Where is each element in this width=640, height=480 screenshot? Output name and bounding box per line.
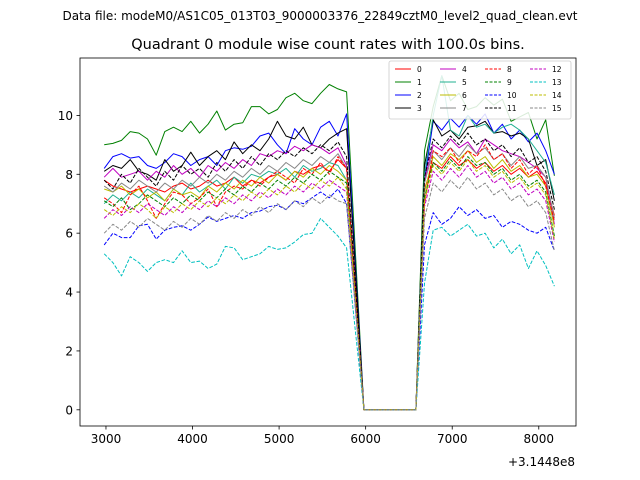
series-line-14 — [103, 159, 555, 411]
legend-label-1: 1 — [417, 78, 422, 87]
x-tick-label: 3000 — [91, 432, 122, 446]
x-tick-label: 5000 — [264, 432, 295, 446]
legend-label-12: 12 — [552, 65, 562, 74]
series-line-13 — [103, 217, 555, 411]
x-tick-label: 7000 — [437, 432, 468, 446]
legend-label-11: 11 — [507, 104, 517, 113]
x-tick-label: 4000 — [177, 432, 208, 446]
legend-label-8: 8 — [507, 65, 512, 74]
series-line-2 — [103, 113, 555, 411]
series-line-6 — [104, 150, 555, 411]
y-tick-label: 8 — [65, 168, 73, 182]
series-line-7 — [103, 144, 555, 411]
y-tick-label: 10 — [58, 109, 73, 123]
series-line-8 — [103, 144, 555, 411]
legend-label-9: 9 — [507, 78, 512, 87]
chart-title: Quadrant 0 module wise count rates with … — [131, 37, 525, 53]
legend-label-5: 5 — [462, 78, 467, 87]
legend-label-7: 7 — [462, 104, 467, 113]
y-tick-label: 0 — [65, 403, 73, 417]
series-line-11 — [103, 132, 555, 411]
series-line-12 — [103, 165, 555, 411]
x-tick-label: 6000 — [350, 432, 381, 446]
x-axis: 3000 4000 5000 6000 7000 8000 — [91, 426, 554, 446]
figure-suptitle: Data file: modeM0/AS1C05_013T03_90000033… — [62, 9, 577, 23]
y-tick-label: 4 — [65, 286, 73, 300]
series-line-15 — [103, 176, 555, 411]
series-line-3 — [103, 119, 555, 411]
x-tick-label: 8000 — [524, 432, 555, 446]
legend-label-10: 10 — [507, 91, 517, 100]
y-tick-label: 2 — [65, 344, 73, 358]
legend-label-14: 14 — [552, 91, 562, 100]
y-tick-label: 6 — [65, 227, 73, 241]
legend-label-4: 4 — [462, 65, 467, 74]
series-line-9 — [103, 156, 555, 411]
y-axis: 0 2 4 6 8 10 — [58, 109, 80, 417]
x-offset-label: +3.1448e8 — [508, 455, 575, 469]
series-line-10 — [103, 188, 555, 411]
legend-box — [388, 60, 572, 120]
series-lines — [103, 75, 555, 411]
axes-frame — [79, 57, 577, 427]
legend-label-15: 15 — [552, 104, 562, 113]
legend-label-0: 0 — [417, 65, 422, 74]
plot-area — [79, 57, 577, 427]
legend-label-13: 13 — [552, 78, 562, 87]
legend-label-2: 2 — [417, 91, 422, 100]
legend-label-6: 6 — [462, 91, 467, 100]
legend-label-3: 3 — [417, 104, 422, 113]
